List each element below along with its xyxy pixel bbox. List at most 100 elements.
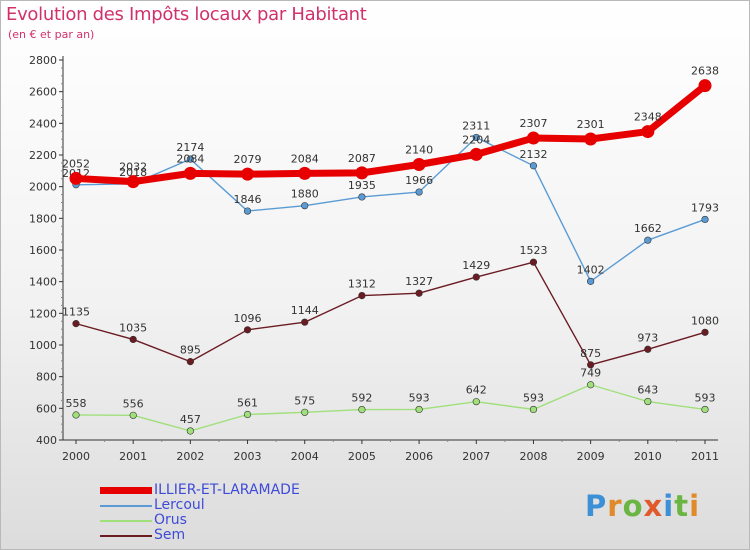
x-tick-label: 2000 <box>62 450 90 463</box>
x-tick-label: 2006 <box>405 450 433 463</box>
data-label: 556 <box>123 397 144 410</box>
series-point <box>584 132 598 146</box>
x-tick-label: 2011 <box>691 450 719 463</box>
y-tick-label: 2000 <box>29 181 57 194</box>
data-label: 575 <box>294 394 315 407</box>
series-point <box>469 147 483 161</box>
series-point <box>358 406 366 414</box>
x-tick-label: 2002 <box>176 450 204 463</box>
data-label: 1402 <box>577 263 605 276</box>
y-tick-label: 1800 <box>29 212 57 225</box>
series-point <box>301 408 309 416</box>
x-tick-label: 2003 <box>234 450 262 463</box>
data-label: 2307 <box>519 117 547 130</box>
legend-label: ILLIER-ET-LARAMADE <box>154 482 300 498</box>
series-line <box>75 261 706 366</box>
data-label: 1429 <box>462 259 490 272</box>
series-point <box>412 158 426 171</box>
line-chart: 400 600 800 1000 1200 1400 1600 1800 2000 2200 240… <box>29 54 719 463</box>
data-label: 2638 <box>691 65 719 78</box>
series-point <box>701 405 709 414</box>
series-point <box>183 166 197 180</box>
series-point <box>243 410 252 419</box>
data-label: 1880 <box>291 188 319 201</box>
data-label: 2087 <box>348 152 376 165</box>
series-point <box>641 125 655 139</box>
series-point <box>526 131 540 145</box>
series-point <box>186 427 194 435</box>
chart-title: Evolution des Impôts locaux par Habitant <box>6 4 367 25</box>
legend-swatch <box>100 487 152 494</box>
data-label: 2084 <box>176 152 204 165</box>
data-label: 1312 <box>348 278 376 291</box>
x-tick-label: 2008 <box>519 450 547 463</box>
data-label: 2079 <box>234 153 262 166</box>
series-point <box>301 318 309 326</box>
legend-label: Sem <box>154 527 186 543</box>
series-line <box>72 82 709 186</box>
series-point <box>241 167 255 181</box>
series-point <box>698 79 712 93</box>
chart-subtitle: (en € et par an) <box>8 28 95 41</box>
data-label: 749 <box>580 367 601 380</box>
data-label: 642 <box>466 384 487 397</box>
series-point <box>72 411 80 419</box>
data-label: 1966 <box>405 174 433 187</box>
series-point <box>472 398 480 406</box>
data-label: 895 <box>180 344 201 357</box>
series-point <box>415 188 423 196</box>
logo-letter: x <box>643 489 664 523</box>
logo-letter: i <box>689 489 701 523</box>
legend-swatch <box>100 535 152 537</box>
series-point <box>529 162 538 170</box>
data-label: 593 <box>695 391 716 404</box>
data-label: 1096 <box>234 312 262 325</box>
data-label: 1662 <box>634 222 662 235</box>
series-point <box>129 335 137 344</box>
data-label: 1035 <box>119 321 147 334</box>
series-point <box>129 411 137 419</box>
y-tick-label: 2200 <box>29 149 57 162</box>
data-label: 593 <box>523 391 544 404</box>
y-tick-label: 2800 <box>29 54 57 67</box>
logo-letter: r <box>607 489 623 523</box>
x-tick-label: 2004 <box>291 450 319 463</box>
series-point <box>644 236 652 244</box>
series-point <box>529 405 538 414</box>
y-tick-label: 600 <box>36 402 57 415</box>
data-label: 592 <box>351 392 372 405</box>
x-tick-label: 2009 <box>577 450 605 463</box>
logo-letter: P <box>585 489 608 523</box>
series-point <box>415 289 423 297</box>
data-label: 593 <box>409 391 430 404</box>
series-point <box>587 277 595 285</box>
data-label: 1523 <box>519 244 547 257</box>
series-point <box>529 258 538 266</box>
series-point <box>415 405 423 414</box>
y-tick-label: 1200 <box>29 307 57 320</box>
series-point <box>587 361 595 369</box>
series-point <box>355 166 369 180</box>
data-label: 875 <box>580 347 601 360</box>
series-point <box>644 345 652 353</box>
data-label: 2301 <box>577 118 605 131</box>
data-label: 2140 <box>405 144 433 157</box>
data-label: 561 <box>237 397 258 410</box>
y-tick-label: 2400 <box>29 117 57 130</box>
data-label: 1327 <box>405 275 433 288</box>
legend-swatch <box>100 505 152 507</box>
series-point <box>298 166 312 180</box>
series-point <box>186 155 194 163</box>
series-line <box>75 384 706 432</box>
y-tick-label: 2600 <box>29 86 57 99</box>
proxiti-logo: Proxiti <box>585 489 700 523</box>
data-label: 2032 <box>119 161 147 174</box>
data-label: 2052 <box>62 157 90 170</box>
series-point <box>126 175 140 189</box>
series-point <box>72 320 80 328</box>
data-label: 1793 <box>691 201 719 214</box>
data-label: 2311 <box>462 119 490 132</box>
x-tick-label: 2007 <box>462 450 490 463</box>
data-label: 1080 <box>691 314 719 327</box>
